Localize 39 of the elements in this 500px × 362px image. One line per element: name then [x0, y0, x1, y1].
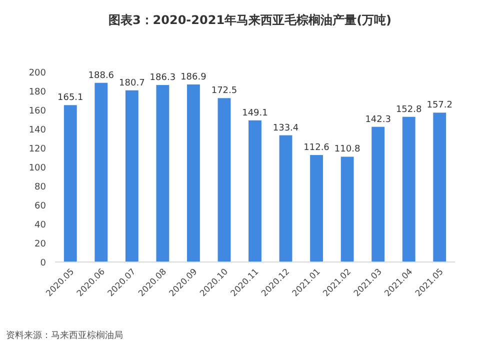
- bar: [125, 90, 138, 262]
- bar: [433, 112, 446, 262]
- y-tick-label: 140: [28, 126, 46, 136]
- bar: [372, 126, 385, 262]
- text: 资料来源：马来西亚棕榈油局: [6, 330, 123, 341]
- bar: [248, 120, 262, 262]
- data-label: 165.1: [58, 93, 84, 104]
- data-label: 152.8: [396, 104, 422, 115]
- data-label: 186.9: [180, 72, 207, 82]
- y-tick-label: 160: [28, 106, 46, 116]
- y-tick-label: 80: [34, 182, 46, 192]
- data-label: 149.1: [242, 108, 268, 118]
- data-label: 186.3: [150, 73, 176, 84]
- bar: [340, 156, 354, 262]
- y-tick-label: 0: [40, 258, 46, 268]
- chart-title: 图表3：2020-2021年马来西亚毛棕榈油产量(万吨): [108, 13, 392, 27]
- data-label: 133.4: [272, 123, 299, 134]
- data-label: 172.5: [211, 86, 238, 96]
- data-label: 180.7: [119, 78, 145, 88]
- bar: [310, 155, 323, 262]
- y-tick-label: 20: [34, 240, 46, 250]
- data-label: 188.6: [88, 70, 114, 81]
- y-tick-label: 180: [28, 88, 46, 98]
- data-label: 157.2: [426, 100, 452, 111]
- bar: [94, 82, 108, 262]
- y-tick-label: 40: [34, 220, 46, 230]
- y-tick-label: 60: [34, 202, 46, 212]
- data-label: 110.8: [334, 144, 360, 155]
- bar: [218, 98, 231, 262]
- bar: [187, 84, 200, 262]
- y-tick-label: 200: [28, 68, 46, 78]
- y-tick-label: 100: [28, 164, 46, 174]
- bar: [402, 116, 416, 262]
- bar: [156, 85, 170, 262]
- data-label: 112.6: [304, 143, 330, 154]
- bar: [279, 135, 292, 262]
- bar: [64, 105, 77, 262]
- data-label: 142.3: [365, 114, 391, 125]
- y-tick-label: 120: [28, 144, 46, 154]
